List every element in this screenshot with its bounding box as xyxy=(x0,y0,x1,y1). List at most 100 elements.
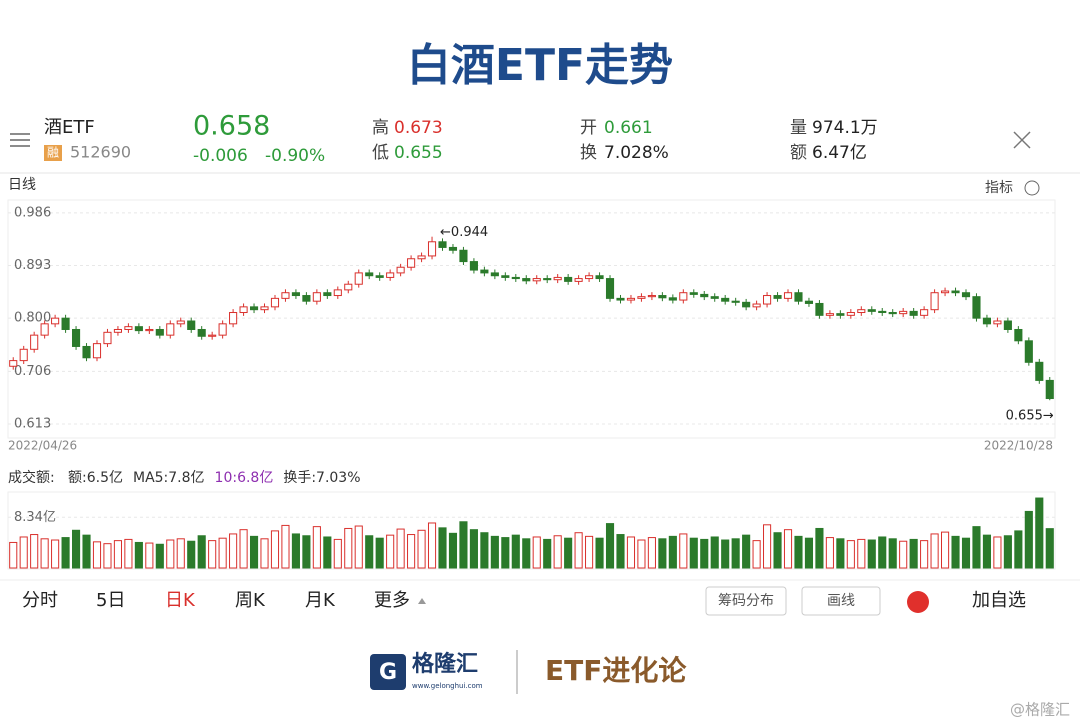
tab[interactable]: 日K xyxy=(165,590,196,611)
volume-bar xyxy=(888,538,897,569)
candle-body xyxy=(291,292,300,297)
tab[interactable]: 5日 xyxy=(96,590,125,611)
change-pct: -0.90% xyxy=(265,146,325,166)
volume-bar xyxy=(564,537,573,569)
badge-bg xyxy=(44,145,62,161)
candle-body xyxy=(982,317,992,325)
volume-bar xyxy=(637,539,646,569)
volume-bar xyxy=(679,533,688,569)
candle-body xyxy=(51,317,60,325)
volume-legend: 10:6.8亿 xyxy=(215,470,274,486)
volume-bar xyxy=(208,540,217,569)
candle-body xyxy=(71,328,81,347)
indicator[interactable]: 指标 xyxy=(985,180,1013,196)
candle-body xyxy=(595,275,604,280)
volume-bar xyxy=(899,540,908,569)
draw-button[interactable] xyxy=(801,586,881,616)
candle-body xyxy=(281,292,290,299)
x-tick-label: 2022/04/26 xyxy=(8,439,77,453)
candle-body xyxy=(857,309,866,314)
candle-body xyxy=(459,249,468,263)
volume-bar xyxy=(532,536,541,569)
volume-bar xyxy=(71,529,81,569)
record-button[interactable] xyxy=(907,591,929,613)
candle-body xyxy=(302,295,311,302)
candle-body xyxy=(899,310,908,315)
draw-label[interactable]: 画线 xyxy=(827,593,855,609)
volume-bar xyxy=(249,535,259,569)
volume-bar xyxy=(867,539,876,569)
volume-bar xyxy=(427,522,437,569)
volume-bar xyxy=(490,535,499,569)
chips-label[interactable]: 筹码分布 xyxy=(718,592,774,609)
candle-body xyxy=(9,360,18,367)
volume-bar xyxy=(836,538,845,569)
indicator-icon[interactable] xyxy=(1024,180,1040,196)
candle-body xyxy=(878,310,887,314)
x-tick-label: 2022/10/28 xyxy=(984,439,1053,453)
volume-bar xyxy=(354,525,363,569)
badge: 融 xyxy=(47,146,59,160)
candle-body xyxy=(773,295,782,299)
candle-body xyxy=(239,306,248,314)
volume-bar xyxy=(30,534,39,569)
candle-body xyxy=(1035,361,1044,381)
volume-bar xyxy=(710,536,719,569)
volume-bar xyxy=(113,540,122,569)
candle-body xyxy=(40,323,49,336)
candle-body xyxy=(323,292,332,297)
candle-body xyxy=(501,275,510,278)
watch-button[interactable]: 加自选 xyxy=(972,590,1026,611)
candle-body xyxy=(270,297,280,308)
candle-body xyxy=(888,312,897,315)
volume-bar xyxy=(511,534,520,569)
volume-bar xyxy=(689,537,698,569)
menu-icon[interactable] xyxy=(10,133,30,147)
volume-bar xyxy=(312,526,321,569)
volume-bar xyxy=(763,524,772,569)
tab[interactable]: 月K xyxy=(305,590,336,611)
volume-bar xyxy=(626,536,636,569)
candle-body xyxy=(846,312,855,316)
volume-title: 成交额: xyxy=(8,469,55,486)
volume-bar xyxy=(375,537,384,569)
candle-body xyxy=(208,334,217,337)
volume-bar xyxy=(595,537,604,569)
close-button[interactable] xyxy=(1013,131,1031,149)
volume-bar xyxy=(773,532,782,569)
tab[interactable]: 周K xyxy=(235,590,266,611)
volume-legend: 额:6.5亿 xyxy=(68,470,123,486)
volume-bar xyxy=(239,529,248,569)
chips-button[interactable] xyxy=(705,586,787,616)
more-caret[interactable] xyxy=(418,598,426,604)
candle-body xyxy=(490,272,499,277)
volume-bar xyxy=(407,534,416,569)
title: 白酒ETF走势 xyxy=(407,40,673,91)
tab[interactable]: 分时 xyxy=(22,590,58,611)
volume-bar xyxy=(291,533,300,569)
candle-body xyxy=(448,246,458,251)
candle-body xyxy=(763,295,772,305)
max-annotation: ←0.944 xyxy=(440,225,488,240)
candle-body xyxy=(386,272,395,278)
volume-bar xyxy=(469,529,478,569)
candle-body xyxy=(249,306,259,311)
volume-bar xyxy=(281,524,290,569)
candle-body xyxy=(961,292,971,298)
volume-bar xyxy=(878,536,887,569)
label: 量 xyxy=(790,118,807,138)
period: 日线 xyxy=(8,177,36,193)
candle-body xyxy=(616,297,625,301)
volume-bar xyxy=(993,536,1002,569)
candle-body xyxy=(365,272,374,277)
tab[interactable]: 更多 xyxy=(374,590,410,611)
volume-bar xyxy=(543,538,552,569)
volume-bar xyxy=(155,543,164,569)
value: 0.661 xyxy=(604,118,653,138)
candle-body xyxy=(564,276,573,282)
candle-body xyxy=(124,326,133,330)
volume-bar xyxy=(972,526,981,569)
candle-body xyxy=(1003,320,1012,330)
volume-bar xyxy=(1035,497,1044,569)
